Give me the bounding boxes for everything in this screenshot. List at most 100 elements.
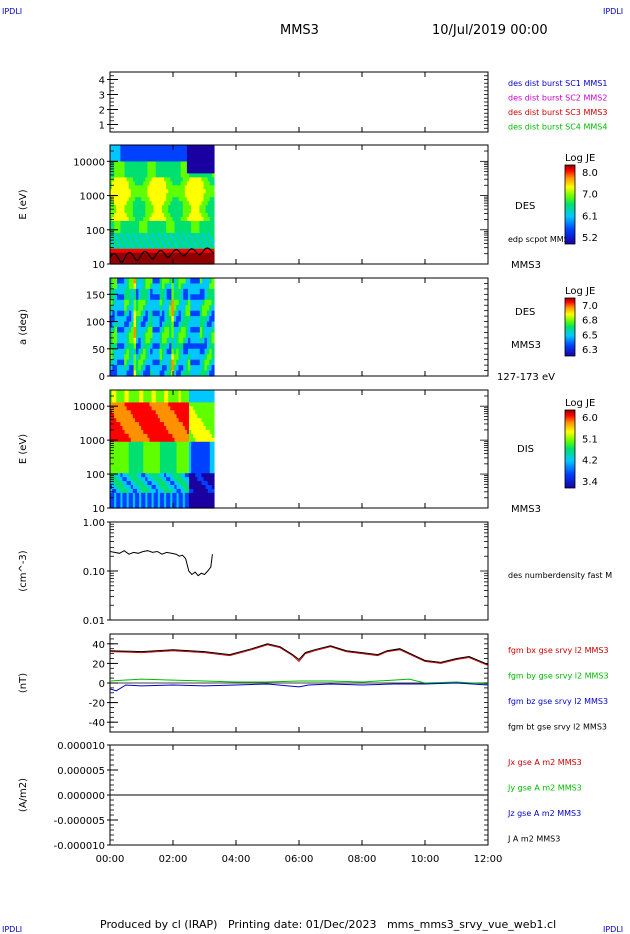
dis-energy-cell	[166, 468, 169, 474]
des-energy-colorbar-tick-label: 7.0	[582, 190, 598, 201]
des-pitch-cell	[199, 348, 203, 355]
des-energy-cell	[191, 208, 194, 214]
des-energy-cell	[201, 236, 205, 241]
dis-energy-cell	[134, 390, 138, 395]
dis-energy-cell	[116, 460, 119, 466]
dis-energy-cell	[116, 480, 119, 485]
des-energy-cell	[134, 200, 138, 206]
des-pitch-cell	[112, 283, 116, 290]
dis-energy-cell	[114, 500, 117, 505]
des-energy-cell	[203, 204, 207, 210]
des-pitch-cell	[206, 299, 210, 306]
des-energy-cell	[159, 220, 163, 225]
des-energy-cell	[134, 260, 138, 265]
des-energy-cell	[159, 200, 163, 206]
dis-energy-cell	[193, 484, 196, 489]
dis-energy-cell	[149, 397, 153, 403]
des-energy-cell	[182, 200, 186, 206]
dis-energy-cell	[157, 476, 161, 482]
des-energy-cell	[176, 236, 180, 241]
des-pitch-cell	[185, 294, 189, 301]
dis-energy-cell	[166, 476, 169, 482]
des-energy-cell	[151, 208, 155, 214]
des-energy-cell	[203, 240, 207, 245]
des-energy-cell	[120, 256, 124, 261]
des-energy-cell	[193, 252, 196, 257]
dis-energy-cell	[143, 456, 146, 462]
des-pitch-cell	[195, 294, 199, 301]
des-energy-cell	[209, 204, 213, 210]
des-pitch-cell	[128, 294, 132, 301]
des-energy-cell	[170, 200, 173, 206]
des-pitch-cell	[202, 327, 206, 334]
dis-energy-cell	[209, 397, 213, 403]
des-energy-cell	[176, 244, 180, 249]
des-energy-cell	[191, 252, 194, 257]
dis-energy-cell	[201, 472, 205, 478]
dis-energy-cell	[139, 504, 142, 509]
dis-energy-cell	[170, 390, 173, 395]
des-energy-cell	[128, 164, 132, 170]
des-energy-cell	[143, 164, 146, 170]
des-pitch-cell	[173, 310, 177, 317]
des-energy-cell	[191, 204, 194, 210]
des-pitch-cell	[135, 332, 139, 339]
dis-energy-cell	[164, 452, 167, 458]
des-energy-cell	[149, 232, 153, 237]
des-pitch-cell	[150, 316, 154, 323]
dis-energy-cell	[147, 480, 151, 485]
des-energy-cell	[116, 236, 119, 241]
dis-energy-cell	[178, 437, 182, 442]
des-pitch-cell	[209, 316, 213, 323]
des-pitch-cell	[169, 332, 173, 339]
des-energy-cell	[186, 228, 190, 233]
des-energy-cell	[122, 192, 126, 198]
des-energy-cell	[161, 160, 165, 166]
des-energy-cell	[197, 152, 200, 158]
des-pitch-cell	[206, 288, 210, 295]
dis-energy-cell	[209, 390, 213, 395]
des-pitch-cell	[138, 337, 142, 344]
des-energy-cell	[209, 145, 213, 150]
dis-energy-cell	[134, 452, 138, 458]
des-pitch-cell	[152, 305, 156, 312]
dis-energy-cell	[176, 413, 180, 419]
dis-energy-cell	[130, 472, 134, 478]
dis-energy-cell	[164, 397, 167, 403]
des-energy-cell	[203, 232, 207, 237]
des-energy-cell	[170, 168, 173, 174]
des-pitch-cell	[161, 343, 165, 350]
dis-energy-cell	[118, 504, 121, 509]
des-pitch-cell	[171, 348, 175, 355]
dis-energy-cell	[161, 464, 165, 470]
des-pitch-cell	[133, 359, 137, 366]
des-energy-cell	[207, 256, 211, 261]
des-pitch-cell	[110, 299, 113, 306]
des-pitch-cell	[206, 327, 210, 334]
des-pitch-cell	[190, 354, 194, 361]
dis-energy-cell	[124, 445, 128, 450]
dis-energy-cell	[130, 452, 134, 458]
des-energy-cell	[168, 188, 171, 194]
des-pitch-cell	[117, 327, 121, 334]
dis-energy-cell	[207, 401, 211, 407]
des-pitch-cell	[192, 327, 196, 334]
dis-energy-cell	[137, 390, 140, 395]
des-energy-cell	[201, 232, 205, 237]
des-energy-cell	[116, 244, 119, 249]
des-energy-cell	[176, 228, 180, 233]
des-pitch-cell	[178, 337, 182, 344]
dis-energy-cell	[141, 449, 144, 454]
dis-energy-cell	[182, 393, 186, 399]
des-energy-cell	[176, 148, 180, 154]
des-energy-cell	[112, 244, 115, 249]
dis-energy-cell	[178, 409, 182, 415]
dis-energy-cell	[126, 409, 130, 415]
des-pitch-cell	[204, 299, 208, 306]
des-pitch-cell	[159, 337, 163, 344]
des-pitch-cell	[133, 370, 137, 377]
des-pitch-cell	[152, 288, 156, 295]
dis-energy-cell	[161, 468, 165, 474]
dis-energy-cell	[195, 390, 198, 395]
dis-energy-cell	[170, 500, 173, 505]
